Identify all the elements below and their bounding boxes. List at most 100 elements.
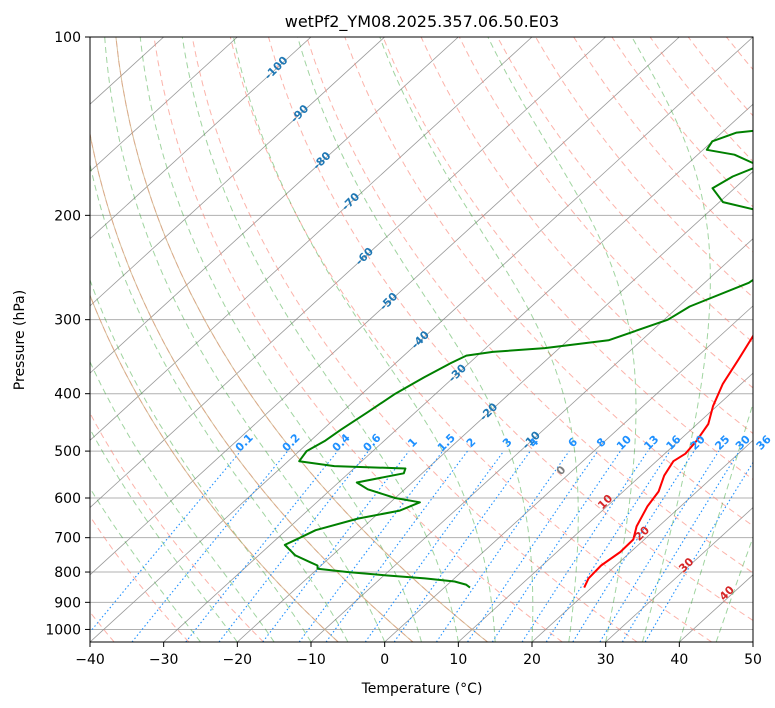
moist-adiabat — [90, 428, 238, 642]
dry-adiabat — [573, 37, 753, 253]
mixing-ratio-label: 25 — [712, 433, 732, 453]
mixing-ratio-line — [262, 450, 410, 642]
x-axis-ticks: −40 −30 −20 −10 0 10 20 30 40 50 — [75, 642, 762, 668]
mixing-ratio-line — [572, 450, 695, 642]
mixing-ratio-line — [131, 450, 289, 642]
skewed-isotherm — [90, 37, 459, 374]
mixing-ratio-line — [467, 450, 599, 642]
dry-adiabat — [90, 515, 190, 642]
plot-frame — [89, 36, 754, 643]
dry-adiabat — [90, 412, 264, 642]
y-tick-label: 100 — [54, 30, 81, 46]
temperature-profile-line — [583, 333, 753, 589]
dry-adiabat — [153, 37, 563, 642]
moist-adiabat — [678, 401, 753, 642]
moist-adiabat — [90, 162, 349, 642]
skewed-isotherm — [237, 170, 753, 642]
y-tick-label: 200 — [54, 208, 81, 224]
guide-lines-layer — [90, 37, 775, 642]
dry-adiabat — [90, 131, 414, 642]
skewed-isotherm — [458, 372, 753, 642]
mixing-ratio-label: 30 — [733, 432, 753, 452]
mixing-ratio-line — [521, 450, 649, 642]
x-tick-label: −10 — [296, 652, 326, 668]
skewed-isotherm — [384, 305, 753, 642]
moist-adiabat — [90, 487, 201, 642]
moist-adiabat — [90, 360, 275, 642]
dewpoint-profile-line — [283, 129, 753, 589]
x-tick-label: −20 — [223, 652, 253, 668]
dry-adiabat — [382, 37, 753, 481]
x-tick-label: 50 — [744, 652, 762, 668]
chart-title: wetPf2_YM08.2025.357.06.50.E03 — [285, 12, 559, 32]
y-tick-label: 500 — [54, 444, 81, 460]
x-tick-label: −40 — [75, 652, 105, 668]
theta-label: 10 — [595, 492, 615, 512]
x-tick-label: 30 — [597, 652, 615, 668]
dry-adiabat — [765, 37, 775, 642]
y-tick-label: 1000 — [45, 622, 81, 638]
mixing-ratio-label: 3 — [500, 435, 515, 450]
sounding-series-layer — [283, 129, 753, 589]
x-tick-label: 10 — [449, 652, 467, 668]
mixing-ratio-label: 8 — [594, 435, 609, 450]
grid-layer — [90, 37, 753, 642]
mixing-ratio-line — [599, 450, 720, 642]
dry-adiabat — [268, 37, 753, 622]
dry-adiabat — [344, 37, 753, 527]
isotherm-label: -100 — [262, 53, 291, 82]
dry-adiabat — [191, 37, 638, 642]
skewed-isotherm — [90, 37, 680, 576]
y-tick-label: 600 — [54, 491, 81, 507]
mixing-ratio-label: 13 — [641, 433, 661, 453]
skewed-isotherm — [90, 37, 606, 509]
x-tick-label: 40 — [670, 652, 688, 668]
x-tick-label: 0 — [380, 652, 389, 668]
mixing-ratio-line — [621, 450, 740, 642]
mixing-ratio-line — [90, 450, 242, 633]
moist-adiabat — [715, 535, 753, 642]
reference-adiabat — [90, 131, 414, 642]
theta-label: 40 — [717, 583, 737, 603]
mixing-ratio-label: 20 — [688, 432, 708, 452]
skewed-isotherm — [90, 37, 385, 307]
dry-adiabat — [306, 37, 753, 574]
mixing-ratio-line — [185, 450, 339, 642]
mixing-ratio-label: 10 — [614, 432, 634, 452]
mixing-ratio-label: 1 — [405, 435, 420, 450]
y-tick-label: 300 — [54, 313, 81, 329]
dry-adiabat — [687, 37, 753, 117]
mixing-ratio-label: 2 — [464, 435, 479, 450]
x-axis-title: Temperature (°C) — [361, 681, 483, 697]
skewed-isotherm — [90, 37, 533, 441]
dry-adiabat — [229, 37, 712, 642]
mixing-ratio-line — [218, 450, 369, 642]
y-tick-label: 900 — [54, 595, 81, 611]
y-tick-label: 700 — [54, 531, 81, 547]
moist-adiabat — [181, 37, 459, 642]
skewed-isotherm — [90, 37, 753, 642]
skewed-isotherm — [310, 238, 753, 642]
y-tick-label: 400 — [54, 387, 81, 403]
theta-label: 20 — [632, 523, 652, 543]
skewed-isotherm — [752, 641, 753, 642]
moist-adiabat — [297, 37, 534, 642]
moist-adiabat — [104, 37, 386, 642]
guide-labels-layer: -100-90-80-70-60-50-40-30-20-100.1 0.2 0.4… — [233, 53, 774, 603]
mixing-ratio-line — [298, 450, 444, 642]
dry-adiabat — [535, 37, 753, 298]
mixing-ratio-line — [491, 450, 621, 642]
moist-adiabat — [631, 37, 711, 642]
moist-adiabat — [90, 278, 312, 642]
dry-adiabat — [420, 37, 753, 435]
moist-adiabat — [233, 37, 496, 642]
mixing-ratio-line — [393, 450, 531, 642]
mixing-ratio-line — [364, 450, 505, 642]
x-tick-label: −30 — [149, 652, 179, 668]
mixing-ratio-label: 16 — [664, 432, 684, 452]
skewed-isotherm — [531, 439, 753, 642]
moist-adiabat — [139, 37, 422, 642]
moist-adiabat — [379, 37, 579, 642]
mixing-ratio-line — [435, 450, 570, 642]
